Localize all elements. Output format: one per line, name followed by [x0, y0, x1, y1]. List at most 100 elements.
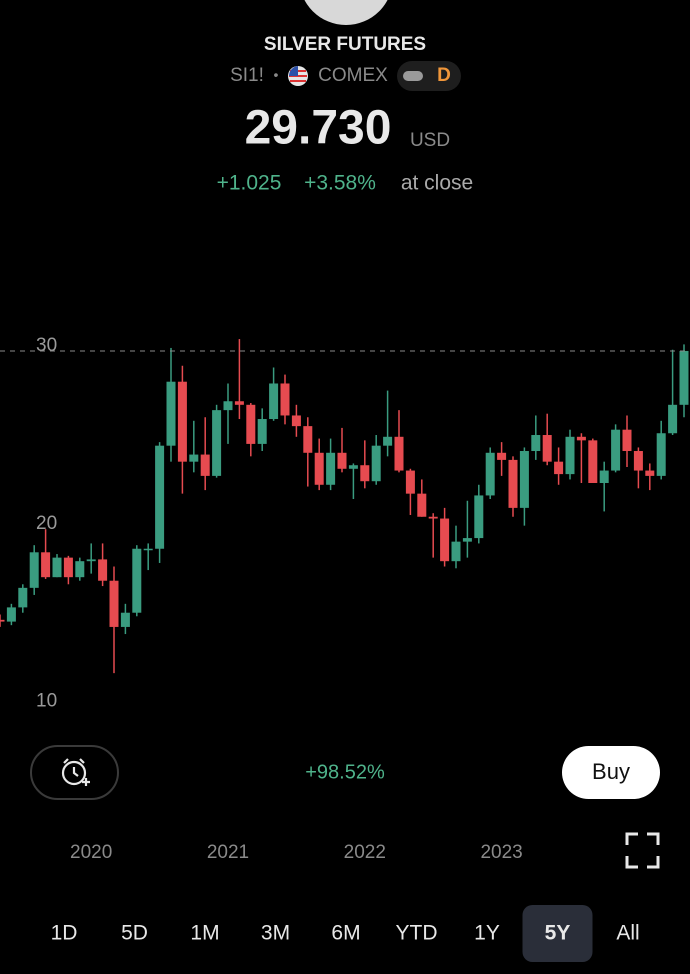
- change: +1.025: [217, 172, 282, 195]
- range-tab[interactable]: 5D: [121, 922, 148, 945]
- candle-body: [645, 470, 655, 476]
- candle-body: [656, 433, 666, 476]
- price: 29.730: [245, 102, 392, 155]
- range-tab[interactable]: 1M: [190, 922, 219, 945]
- candle-body: [668, 404, 678, 434]
- candle-body: [348, 465, 358, 469]
- candle-body: [109, 580, 119, 627]
- flag-icon: [288, 66, 308, 86]
- candle-body: [588, 440, 598, 483]
- change-percent: +3.58%: [304, 172, 376, 195]
- candle-body: [223, 401, 233, 411]
- x-tick-label: 2020: [70, 842, 112, 863]
- candle-body: [462, 538, 472, 542]
- chart: 10 20 30 2020 2021 2022 2023: [0, 335, 690, 863]
- status: at close: [401, 172, 473, 195]
- alert-icon: [61, 758, 90, 786]
- badge-label: D: [437, 65, 451, 86]
- candle-body: [18, 587, 28, 608]
- candle-body: [360, 465, 370, 482]
- candle-body: [120, 612, 130, 627]
- candle-body: [383, 436, 393, 446]
- candle-body: [508, 459, 518, 508]
- currency: USD: [410, 130, 450, 151]
- candle-body: [599, 470, 609, 483]
- exchange: COMEX: [318, 65, 388, 86]
- range-tab[interactable]: 3M: [261, 922, 290, 945]
- candle-body: [166, 381, 176, 446]
- candle-body: [337, 452, 347, 469]
- badge-toggle: [403, 71, 423, 81]
- fullscreen-button[interactable]: [625, 832, 660, 869]
- candle-body: [41, 552, 51, 578]
- candle-body: [542, 435, 552, 462]
- candle-body: [417, 493, 427, 517]
- range-tab[interactable]: YTD: [396, 922, 438, 945]
- candle-body: [405, 470, 415, 494]
- candle-body: [303, 426, 313, 453]
- candle-body: [280, 383, 290, 416]
- buy-button[interactable]: [562, 746, 660, 799]
- range-tab[interactable]: 1D: [51, 922, 78, 945]
- range-tabs: 1D 5D 1M 3M 6M YTD 1Y 5Y All: [51, 905, 640, 962]
- candle-body: [497, 452, 507, 460]
- candle-body: [6, 607, 16, 622]
- y-tick-label: 30: [36, 335, 57, 356]
- range-tab[interactable]: 6M: [331, 922, 360, 945]
- candle-body: [143, 548, 153, 551]
- candle-body: [622, 429, 632, 452]
- candle-body: [189, 454, 199, 462]
- symbol: SI1!: [230, 65, 264, 86]
- range-tab-selected[interactable]: [522, 905, 593, 962]
- range-tab[interactable]: All: [616, 922, 639, 945]
- candle-body: [52, 557, 62, 578]
- candle-body: [314, 452, 324, 485]
- candle-body: [234, 401, 244, 405]
- performance: +98.52%: [305, 761, 385, 783]
- candle-body: [257, 419, 267, 444]
- candle-body: [679, 350, 689, 405]
- candle-body: [485, 452, 495, 496]
- candle-body: [611, 429, 621, 471]
- candle-body: [474, 495, 484, 539]
- alert-button[interactable]: [30, 745, 119, 800]
- y-tick-label: 10: [36, 691, 57, 712]
- avatar: [304, 0, 388, 25]
- candle-body: [75, 561, 85, 578]
- candle-body: [451, 541, 461, 562]
- candle-body: [177, 381, 187, 462]
- candle-body: [394, 436, 404, 471]
- candle-body: [155, 445, 165, 549]
- candle-body: [269, 383, 279, 420]
- candle-body: [440, 518, 450, 562]
- candle-body: [519, 451, 529, 508]
- x-tick-label: 2023: [480, 842, 522, 863]
- candle-body: [531, 435, 541, 452]
- candle-body: [291, 415, 301, 427]
- badge: [397, 61, 461, 91]
- candle-body: [371, 445, 381, 482]
- candle-body: [554, 461, 564, 475]
- range-tab[interactable]: 5Y: [545, 922, 571, 945]
- title: SILVER FUTURES: [264, 34, 426, 55]
- candle-body: [428, 516, 438, 519]
- candle-body: [200, 454, 210, 476]
- range-tab[interactable]: 1Y: [474, 922, 500, 945]
- candle-body: [29, 552, 39, 588]
- candle-body: [565, 436, 575, 475]
- candle-body: [0, 619, 5, 622]
- candle-body: [326, 452, 336, 485]
- y-tick-label: 20: [36, 513, 57, 534]
- x-tick-label: 2021: [207, 842, 249, 863]
- candle-body: [212, 410, 222, 476]
- candle-body: [246, 404, 256, 444]
- candle-body: [98, 559, 108, 581]
- separator: •: [274, 67, 279, 83]
- candle-body: [576, 436, 586, 441]
- buy-label: Buy: [592, 759, 630, 784]
- x-tick-label: 2022: [344, 842, 386, 863]
- candle-body: [63, 557, 73, 578]
- candle-body: [633, 451, 643, 471]
